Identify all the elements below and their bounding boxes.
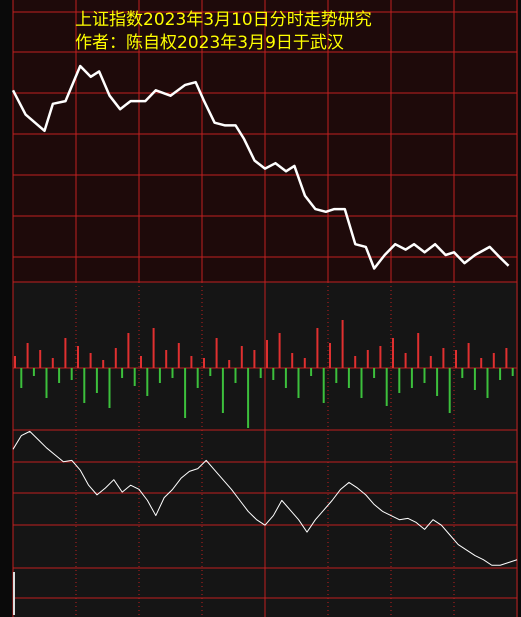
price-line: [11, 64, 510, 270]
chart-title: 上证指数2023年3月10日分时走势研究: [75, 10, 372, 30]
price-line: [12, 430, 518, 566]
grid: [12, 0, 518, 617]
chart-subtitle: 作者：陈自权2023年3月9日于武汉: [75, 33, 344, 53]
